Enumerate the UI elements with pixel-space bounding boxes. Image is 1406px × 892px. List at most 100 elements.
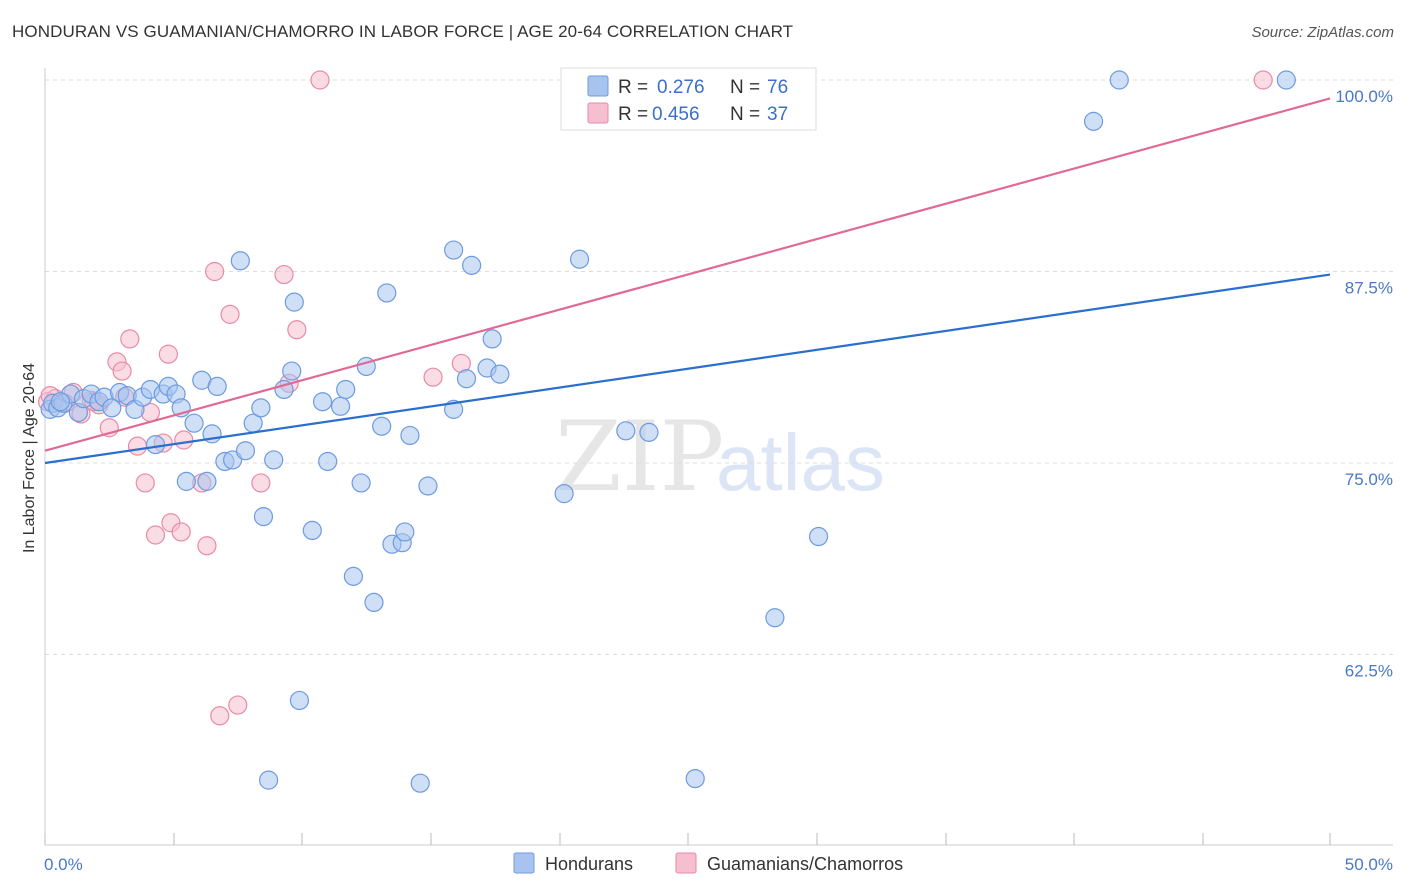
hondurans-point-49 xyxy=(372,416,392,436)
guam-point-21 xyxy=(197,536,217,556)
x-tick-label-left: 0.0% xyxy=(44,855,83,874)
bottom-legend-guam-swatch xyxy=(675,852,697,874)
hondurans-point-54 xyxy=(400,425,420,446)
guam-point-18 xyxy=(171,522,191,542)
hondurans-point-62 xyxy=(482,329,502,349)
hondurans-point-65 xyxy=(569,249,590,269)
guam-point-12 xyxy=(135,473,155,493)
hondurans-point-21 xyxy=(176,471,196,491)
y-axis-label: In Labor Force | Age 20-64 xyxy=(21,363,38,553)
hondurans-point-40 xyxy=(302,520,322,541)
hondurans-point-24 xyxy=(197,471,217,491)
hondurans-point-41 xyxy=(312,392,333,412)
guam-point-10 xyxy=(120,329,140,349)
hondurans-point-55 xyxy=(410,773,430,793)
hondurans-point-50 xyxy=(377,283,397,303)
hondurans-point-45 xyxy=(343,566,363,586)
hondurans-point-32 xyxy=(251,398,271,418)
hondurans-point-10 xyxy=(102,398,122,418)
x-tick-label-right: 50.0% xyxy=(1345,855,1393,874)
hondurans-point-66 xyxy=(616,421,636,441)
legend-hondurans-r-value: 0.276 xyxy=(657,77,705,98)
bottom-legend-hondurans-swatch xyxy=(513,852,535,874)
hondurans-point-74 xyxy=(1276,70,1296,90)
guam-point-25 xyxy=(228,695,248,715)
hondurans-point-22 xyxy=(184,413,204,433)
hondurans-point-59 xyxy=(456,369,477,389)
hondurans-point-67 xyxy=(639,422,659,442)
hondurans-point-73 xyxy=(1109,70,1129,90)
chart-source: Source: ZipAtlas.com xyxy=(1251,24,1394,41)
hondurans-point-70 xyxy=(765,608,785,628)
guam-point-11 xyxy=(127,436,148,456)
hondurans-point-38 xyxy=(284,292,304,312)
guam-trend-line xyxy=(44,97,1331,452)
guam-point-33 xyxy=(1253,70,1273,90)
guam-point-16 xyxy=(158,344,178,364)
hondurans-point-71 xyxy=(808,526,829,547)
guam-point-9 xyxy=(112,361,132,381)
hondurans-point-48 xyxy=(364,592,384,613)
guam-point-29 xyxy=(287,320,307,340)
guam-points xyxy=(37,70,1273,726)
correlation-legend: R = 0.276 N = 76 R = 0.456 N = 37 xyxy=(560,67,817,131)
bottom-legend-hondurans-label: Hondurans xyxy=(545,854,633,874)
legend-guam-r-label: R = xyxy=(618,104,648,125)
y-tick-label-3: 62.5% xyxy=(1345,662,1393,681)
guam-point-30 xyxy=(310,70,330,90)
hondurans-point-30 xyxy=(235,441,256,461)
legend-guam-n-value: 37 xyxy=(767,104,788,125)
guam-point-31 xyxy=(423,367,443,387)
hondurans-point-57 xyxy=(444,399,464,419)
hondurans-point-26 xyxy=(207,376,227,396)
hondurans-point-16 xyxy=(145,435,166,455)
hondurans-point-35 xyxy=(264,450,284,470)
hondurans-point-46 xyxy=(351,473,371,493)
hondurans-point-75 xyxy=(50,392,71,412)
trend-lines xyxy=(44,97,1331,465)
legend-hondurans-swatch xyxy=(587,75,609,97)
hondurans-points xyxy=(40,70,1296,793)
y-axis-tick-labels: 100.0% 87.5% 75.0% 62.5% xyxy=(1335,87,1393,681)
hondurans-point-72 xyxy=(1083,111,1104,131)
legend-hondurans-n-value: 76 xyxy=(767,77,788,98)
guam-point-23 xyxy=(210,706,230,726)
gridlines xyxy=(45,79,1393,655)
y-tick-label-0: 100.0% xyxy=(1335,87,1393,106)
hondurans-point-63 xyxy=(490,364,510,384)
guam-point-24 xyxy=(220,304,240,324)
y-tick-label-1: 87.5% xyxy=(1345,279,1393,298)
chart-title: HONDURAN VS GUAMANIAN/CHAMORRO IN LABOR … xyxy=(12,22,794,41)
legend-hondurans-n-label: N = xyxy=(730,77,760,98)
bottom-legend-guam-label: Guamanians/Chamorros xyxy=(707,854,903,874)
y-tick-label-2: 75.0% xyxy=(1345,470,1393,489)
x-axis-ticks xyxy=(44,833,1331,845)
legend-guam-n-label: N = xyxy=(730,104,760,125)
watermark-zip: ZIP xyxy=(555,401,724,513)
legend-guam-r-value: 0.456 xyxy=(652,104,700,125)
legend-hondurans-r-label: R = xyxy=(618,77,648,98)
series-legend: Hondurans Guamanians/Chamorros xyxy=(513,852,903,874)
guam-point-14 xyxy=(145,525,166,545)
guam-point-22 xyxy=(205,261,225,282)
hondurans-point-53 xyxy=(395,522,415,542)
hondurans-point-64 xyxy=(554,484,574,504)
hondurans-point-60 xyxy=(462,255,482,275)
hondurans-point-44 xyxy=(336,379,356,400)
hondurans-point-56 xyxy=(418,476,438,496)
hondurans-point-42 xyxy=(318,451,338,472)
hondurans-point-68 xyxy=(685,768,705,789)
hondurans-trend-line xyxy=(44,273,1331,465)
legend-guam-swatch xyxy=(587,102,609,124)
hondurans-point-37 xyxy=(282,361,302,381)
guam-point-19 xyxy=(174,430,194,450)
hondurans-point-43 xyxy=(330,396,351,416)
guam-point-26 xyxy=(251,473,271,493)
hondurans-point-39 xyxy=(289,690,310,711)
guam-point-27 xyxy=(274,264,294,285)
hondurans-point-33 xyxy=(253,507,274,527)
hondurans-point-34 xyxy=(258,770,279,790)
hondurans-point-29 xyxy=(230,251,250,271)
hondurans-point-58 xyxy=(444,240,464,260)
